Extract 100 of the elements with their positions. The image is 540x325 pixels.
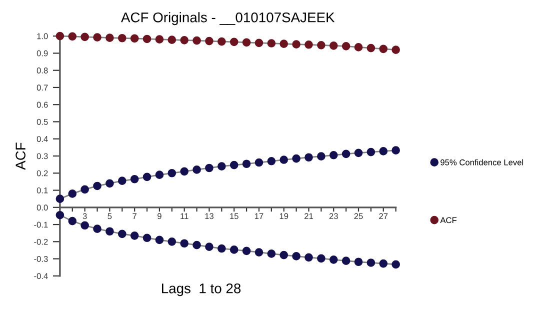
point xyxy=(329,255,338,264)
point xyxy=(354,258,363,266)
point xyxy=(155,170,164,180)
y-tick-label: 0.0 xyxy=(36,204,48,210)
chart-title: ACF Originals - __010107SAJEEK xyxy=(120,12,335,26)
y-tick-label: -0.4 xyxy=(34,273,48,280)
point xyxy=(317,254,326,263)
point xyxy=(56,194,64,203)
point xyxy=(205,36,214,46)
point xyxy=(317,152,326,161)
point xyxy=(379,259,388,268)
point xyxy=(254,158,264,167)
point xyxy=(230,38,238,46)
point xyxy=(267,249,276,258)
y-tick-label: 0.5 xyxy=(36,118,48,125)
point xyxy=(304,40,313,49)
point xyxy=(142,234,152,242)
point xyxy=(142,34,152,44)
point xyxy=(130,231,139,240)
x-tick-label: 5 xyxy=(108,213,112,220)
x-tick-label: 27 xyxy=(379,213,388,219)
point xyxy=(366,258,376,267)
y-tick-label: 0.7 xyxy=(36,84,48,91)
point xyxy=(93,224,102,233)
point xyxy=(155,236,164,244)
point xyxy=(106,34,114,42)
point xyxy=(192,240,201,250)
point xyxy=(230,160,238,170)
point xyxy=(68,216,77,226)
point xyxy=(118,34,126,42)
legend-label: 95% Confidence Level xyxy=(440,159,524,166)
y-tick-label: -0.1 xyxy=(34,222,48,228)
point xyxy=(342,256,350,266)
point xyxy=(130,174,139,184)
y-tick-label: 0.6 xyxy=(36,102,48,108)
point xyxy=(304,153,313,162)
point xyxy=(68,32,77,41)
point xyxy=(317,40,326,50)
point xyxy=(180,36,189,44)
point xyxy=(267,39,276,48)
x-axis-title: Lags 1 to 28 xyxy=(162,283,241,296)
point xyxy=(80,185,89,194)
point xyxy=(192,36,201,45)
point xyxy=(254,248,264,256)
point xyxy=(392,146,400,155)
y-tick-label: 0.4 xyxy=(36,136,48,142)
y-tick-label: -0.2 xyxy=(34,238,48,245)
y-tick-label: 0.2 xyxy=(36,170,48,176)
point xyxy=(366,44,376,52)
point xyxy=(292,40,300,48)
point xyxy=(342,150,350,158)
y-tick-label: 1.0 xyxy=(37,33,48,40)
point xyxy=(280,250,288,260)
x-tick-label: 21 xyxy=(304,213,313,219)
point xyxy=(80,32,89,42)
point xyxy=(280,40,288,48)
point xyxy=(392,46,400,54)
point xyxy=(242,246,251,256)
y-axis-title: ACF xyxy=(16,142,26,170)
point xyxy=(230,246,238,254)
point xyxy=(217,244,226,253)
point xyxy=(192,166,201,174)
point xyxy=(168,36,176,44)
point xyxy=(379,147,388,156)
point xyxy=(379,44,388,54)
point xyxy=(217,162,226,170)
point xyxy=(354,43,363,52)
y-tick-label: 0.8 xyxy=(36,68,48,74)
point xyxy=(168,237,176,246)
point xyxy=(217,37,226,46)
x-tick-label: 25 xyxy=(354,213,363,220)
point xyxy=(366,148,376,156)
point xyxy=(180,167,189,176)
point xyxy=(106,227,114,236)
y-tick-label: -0.3 xyxy=(34,256,48,262)
x-tick-label: 17 xyxy=(254,213,264,219)
point xyxy=(280,156,288,164)
point xyxy=(118,230,126,238)
point xyxy=(342,42,350,50)
point xyxy=(93,182,102,190)
point xyxy=(329,150,338,160)
point xyxy=(254,38,264,48)
point xyxy=(68,190,77,198)
point xyxy=(354,148,363,158)
point xyxy=(155,35,164,44)
point xyxy=(93,33,102,42)
point xyxy=(242,38,251,47)
point xyxy=(56,210,64,220)
point xyxy=(168,168,176,178)
x-tick-label: 23 xyxy=(329,213,338,220)
point xyxy=(392,260,400,269)
x-tick-label: 7 xyxy=(132,213,136,219)
point xyxy=(80,221,89,230)
y-tick-label: 0.9 xyxy=(36,50,48,56)
point xyxy=(267,156,276,166)
point xyxy=(304,253,313,262)
point xyxy=(205,242,214,251)
y-tick-label: 0.3 xyxy=(36,153,48,160)
legend-label: ACF xyxy=(440,217,457,224)
x-tick-label: 15 xyxy=(230,213,238,220)
